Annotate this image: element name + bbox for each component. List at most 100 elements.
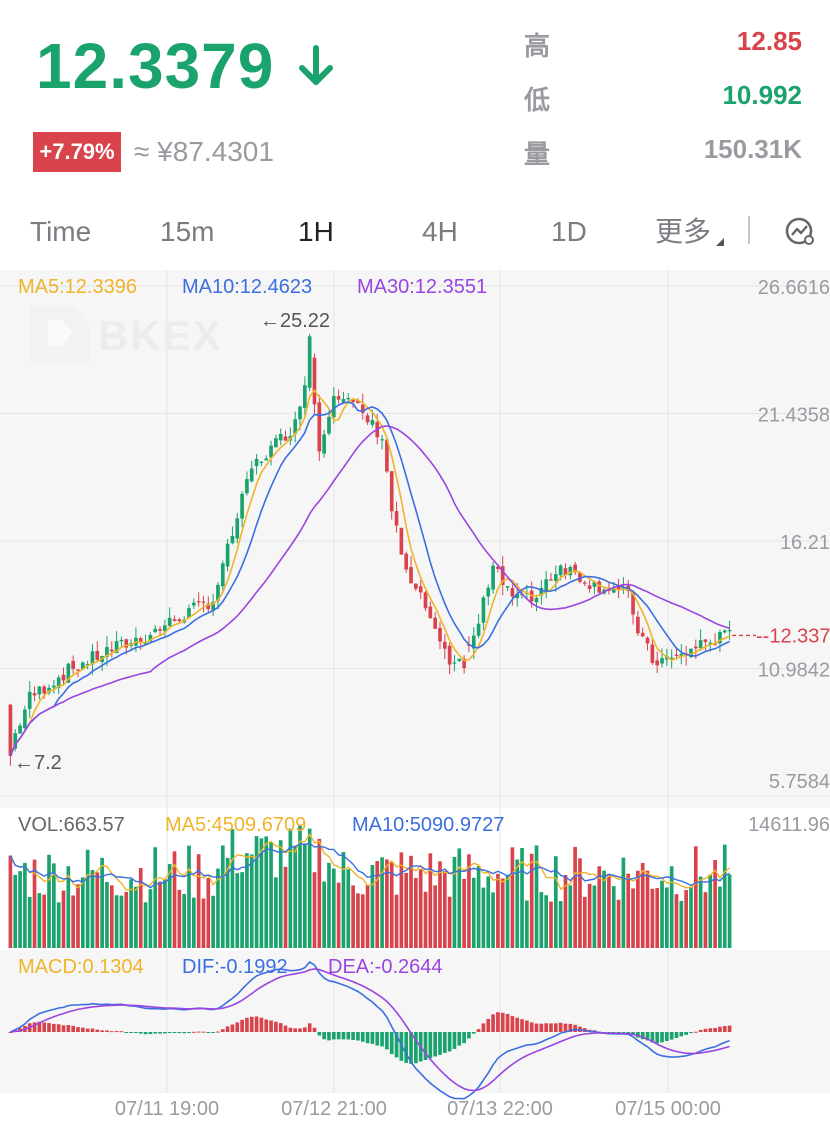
tab-4h[interactable]: 4H bbox=[422, 216, 458, 247]
macd-histogram-bar bbox=[660, 1032, 664, 1043]
tab-more[interactable]: 更多 bbox=[655, 215, 712, 248]
volume-bar bbox=[249, 854, 254, 948]
candle-body bbox=[254, 458, 259, 467]
high-value: 12.85 bbox=[736, 26, 802, 56]
low-label: 低 bbox=[524, 86, 551, 116]
candle-body bbox=[365, 415, 370, 423]
volume-bar bbox=[389, 862, 394, 948]
volume-bar bbox=[529, 853, 534, 948]
macd-histogram-bar bbox=[235, 1022, 240, 1032]
candle-body bbox=[211, 601, 215, 611]
macd-histogram-bar bbox=[303, 1027, 307, 1032]
macd-histogram-bar bbox=[375, 1032, 380, 1046]
candle-body bbox=[56, 677, 61, 688]
volume-bar bbox=[148, 889, 153, 948]
macd-histogram-bar bbox=[626, 1032, 631, 1033]
macd-histogram-bar bbox=[32, 1022, 37, 1032]
tab-1h[interactable]: 1H bbox=[298, 216, 334, 247]
y-axis-tick: 21.4358 bbox=[758, 405, 830, 427]
volume-bar bbox=[457, 848, 462, 948]
macd-histogram-bar bbox=[341, 1032, 346, 1040]
volume-bar bbox=[293, 845, 298, 948]
candle-body bbox=[317, 402, 322, 452]
macd-histogram-bar bbox=[636, 1032, 640, 1038]
macd-panel-bg bbox=[0, 950, 830, 1093]
macd-histogram-bar bbox=[331, 1032, 336, 1040]
candle-body bbox=[18, 725, 22, 734]
macd-histogram-bar bbox=[544, 1023, 549, 1032]
chart-settings-icon[interactable] bbox=[782, 214, 816, 248]
macd-histogram-bar bbox=[389, 1032, 394, 1055]
macd-histogram-bar bbox=[47, 1023, 51, 1032]
macd-histogram-bar bbox=[336, 1032, 341, 1040]
candle-body bbox=[370, 420, 375, 425]
macd-histogram-bar bbox=[211, 1032, 215, 1033]
candle-body bbox=[23, 709, 27, 729]
macd-histogram-bar bbox=[621, 1032, 626, 1033]
candle-body bbox=[167, 617, 172, 626]
macd-histogram-bar bbox=[52, 1023, 56, 1032]
kline-chart[interactable]: MA5:12.3396 MA10:12.4623 MA30:12.3551 26.66… bbox=[0, 270, 830, 1133]
volume-bar bbox=[578, 858, 582, 948]
candle-body bbox=[679, 653, 684, 657]
volume-bar bbox=[414, 878, 418, 948]
macd-histogram-bar bbox=[491, 1014, 495, 1032]
macd-histogram-bar bbox=[611, 1032, 616, 1033]
volume-bar bbox=[645, 870, 650, 948]
candle-body bbox=[269, 445, 273, 458]
macd-histogram-bar bbox=[76, 1027, 80, 1032]
volume-bar bbox=[568, 885, 573, 948]
volume-bar bbox=[206, 877, 211, 948]
candle-body bbox=[177, 619, 182, 622]
candle-body bbox=[249, 468, 254, 482]
volume-bar bbox=[370, 864, 375, 948]
candle-body bbox=[346, 397, 351, 400]
volume-bar bbox=[312, 872, 317, 948]
tab-time[interactable]: Time bbox=[30, 216, 92, 247]
volume-bar bbox=[351, 885, 355, 948]
volume-bar bbox=[727, 874, 732, 948]
volume-bar bbox=[52, 863, 56, 948]
candle-body bbox=[500, 566, 505, 585]
volume-bar bbox=[346, 869, 351, 948]
macd-histogram-bar bbox=[182, 1032, 187, 1034]
macd-histogram-bar bbox=[529, 1022, 534, 1032]
macd-histogram-bar bbox=[124, 1032, 129, 1033]
macd-histogram-bar bbox=[457, 1032, 462, 1046]
current-price-label: --12.3379 bbox=[756, 625, 830, 647]
volume-bar bbox=[698, 876, 703, 948]
volume-bar bbox=[611, 886, 616, 948]
volume-bar bbox=[573, 846, 577, 948]
volume-bar bbox=[254, 836, 259, 948]
macd-histogram-bar bbox=[37, 1021, 42, 1032]
volume-max-tick: 14611.96 bbox=[748, 814, 830, 836]
volume-bar bbox=[491, 892, 495, 948]
tab-15m[interactable]: 15m bbox=[160, 216, 215, 247]
candle-body bbox=[312, 357, 317, 405]
macd-histogram-bar bbox=[245, 1017, 249, 1032]
macd-histogram-bar bbox=[471, 1032, 476, 1034]
dif-legend: DIF:-0.1992 bbox=[182, 956, 288, 978]
volume-bar bbox=[201, 898, 206, 948]
volume-bar bbox=[438, 861, 442, 948]
volume-bar bbox=[100, 857, 104, 948]
macd-histogram-bar bbox=[438, 1032, 442, 1055]
volume-bar bbox=[336, 882, 341, 948]
candle-body bbox=[399, 527, 404, 555]
volume-bar bbox=[27, 896, 32, 948]
volume-bar bbox=[640, 862, 645, 948]
macd-histogram-bar bbox=[230, 1024, 235, 1032]
macd-histogram-bar bbox=[409, 1032, 413, 1064]
ma5-legend: MA5:12.3396 bbox=[18, 276, 137, 298]
candle-body bbox=[563, 568, 568, 575]
candle-body bbox=[611, 587, 616, 593]
macd-histogram-bar bbox=[616, 1032, 621, 1033]
tab-1d[interactable]: 1D bbox=[551, 216, 587, 247]
candle-body bbox=[592, 581, 597, 587]
candle-body bbox=[32, 693, 37, 696]
volume-bar bbox=[467, 854, 471, 948]
volume-bar bbox=[71, 895, 75, 948]
candle-body bbox=[636, 616, 640, 634]
candle-body bbox=[206, 603, 211, 610]
ma30-line bbox=[9, 425, 730, 757]
